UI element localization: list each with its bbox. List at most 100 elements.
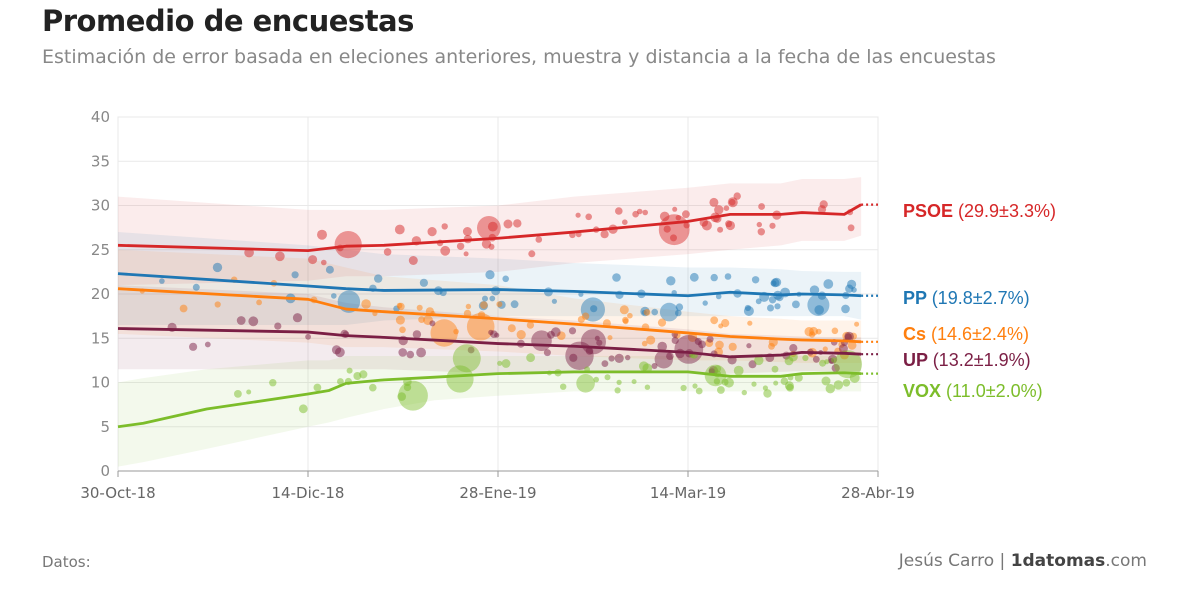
axes: 0 5 10 15 20 25 30 35 40 30-Oct-18 14-Dic-18 28-Ene…	[80, 108, 915, 502]
poll-dot-cs	[641, 340, 648, 347]
poll-dot-cs	[619, 305, 629, 315]
poll-dot-psoe	[756, 221, 762, 228]
poll-dot-vox	[762, 385, 769, 391]
poll-dot-cs	[453, 328, 459, 335]
poll-dot-vox	[713, 378, 721, 385]
series-line-up	[117, 327, 862, 359]
poll-dot-psoe	[819, 200, 828, 209]
poll-dot-up	[596, 339, 603, 346]
poll-dot-vox	[834, 350, 862, 379]
poll-dot-vox	[794, 373, 803, 382]
poll-dot-vox	[763, 389, 772, 398]
poll-dot-up	[274, 322, 282, 330]
poll-dot-vox	[246, 389, 252, 395]
poll-dot-pp	[331, 293, 337, 299]
poll-dot-up	[248, 316, 259, 327]
poll-dot-cs	[718, 323, 724, 329]
poll-dot-psoe	[394, 224, 405, 235]
poll-dot-up	[568, 327, 577, 335]
poll-dot-psoe	[727, 197, 738, 208]
series-value: (11.0±2.0%)	[946, 381, 1043, 401]
author-credit: Jesús Carro | 1datomas.com	[899, 551, 1147, 571]
poll-dot-up	[838, 344, 848, 354]
series-label-vox: VOX (11.0±2.0%)	[903, 381, 1043, 401]
poll-dot-vox	[614, 387, 621, 394]
poll-dot-cs	[747, 320, 753, 326]
poll-dot-cs	[507, 324, 516, 333]
poll-dot-up	[204, 341, 211, 348]
poll-dot-psoe	[723, 205, 730, 211]
poll-dot-up	[831, 364, 840, 373]
poll-dot-up	[594, 335, 600, 341]
poll-dot-up	[412, 330, 422, 339]
poll-dot-vox	[842, 379, 851, 387]
y-tick-label: 40	[91, 108, 110, 126]
x-tick-label: 14-Mar-19	[650, 484, 726, 502]
poll-dot-psoe	[642, 209, 648, 216]
poll-dot-up	[651, 363, 658, 369]
poll-dot-vox	[754, 355, 764, 366]
poll-dot-up	[416, 347, 426, 358]
series-label-pp: PP (19.8±2.7%)	[903, 288, 1030, 308]
poll-dot-psoe	[317, 229, 327, 240]
poll-dot-up	[625, 354, 631, 361]
poll-dot-pp	[767, 304, 774, 312]
poll-dot-pp	[809, 285, 820, 295]
poll-dot-cs	[480, 301, 488, 309]
poll-dot-vox	[452, 344, 481, 373]
poll-dot-psoe	[575, 212, 581, 218]
y-tick-label: 20	[91, 285, 110, 303]
x-tick-label: 28-Abr-19	[841, 484, 915, 502]
poll-dot-vox	[631, 379, 637, 385]
poll-dot-psoe	[663, 225, 671, 233]
poll-dot-cs	[496, 301, 503, 308]
poll-dot-vox	[397, 392, 407, 401]
poll-dot-up	[398, 348, 408, 357]
poll-dot-pp	[659, 302, 679, 322]
poll-dot-vox	[369, 383, 377, 392]
poll-dot-vox	[819, 359, 827, 367]
series-line-vox	[117, 370, 862, 429]
poll-dot-psoe	[658, 214, 690, 246]
poll-dot-cs	[607, 335, 613, 341]
poll-dot-vox	[833, 380, 844, 390]
series-name: Cs	[903, 324, 931, 344]
poll-dot-vox	[751, 381, 757, 387]
poll-dot-psoe	[441, 223, 448, 230]
poll-dot-vox	[784, 356, 794, 366]
series-line-cs	[117, 287, 862, 344]
poll-dot-vox	[593, 376, 599, 383]
poll-dot-psoe	[334, 231, 362, 259]
poll-dot-cs	[256, 299, 262, 306]
poll-dot-pp	[724, 273, 732, 280]
poll-dot-up	[608, 355, 615, 362]
series-value: (14.6±2.4%)	[931, 324, 1029, 344]
poll-dot-vox	[713, 365, 722, 373]
poll-dot-up	[748, 360, 757, 369]
poll-dot-psoe	[758, 203, 765, 210]
poll-dot-pp	[755, 298, 762, 305]
data-source-label: Datos:	[42, 553, 91, 571]
poll-dot-up	[543, 349, 551, 357]
poll-dot-pp	[510, 300, 519, 309]
poll-dot-cs	[847, 340, 857, 350]
brand-name: 1datomas	[1010, 551, 1106, 571]
poll-dot-vox	[337, 378, 344, 385]
series-name: PP	[903, 288, 932, 308]
y-tick-label: 15	[91, 329, 110, 347]
poll-dot-cs	[361, 299, 371, 309]
chart-title: Promedio de encuestas	[42, 4, 414, 38]
poll-dot-pp	[612, 273, 621, 282]
poll-dot-up	[694, 337, 702, 346]
poll-dot-vox	[830, 357, 837, 363]
poll-dot-pp	[590, 305, 598, 313]
series-labels: PSOE (29.9±3.3%)PP (19.8±2.7%)Cs (14.6±2…	[903, 201, 1056, 401]
poll-dot-pp	[212, 262, 223, 273]
poll-dot-pp	[675, 303, 684, 311]
poll-dot-pp	[374, 274, 383, 283]
poll-dot-psoe	[488, 243, 495, 250]
poll-dot-up	[657, 341, 667, 352]
poll-dot-pp	[651, 308, 658, 316]
poll-dot-psoe	[308, 255, 318, 265]
